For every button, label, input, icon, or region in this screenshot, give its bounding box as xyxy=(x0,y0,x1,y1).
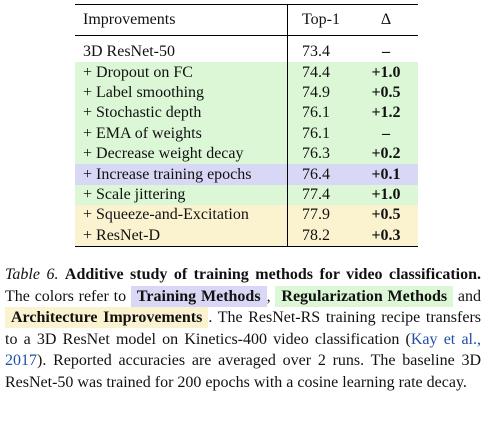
delta-cell: +1.0 xyxy=(371,63,401,81)
table-row: + Label smoothing 74.9 +0.5 xyxy=(75,82,418,104)
legend-regularization: Regularization Methods xyxy=(275,285,454,307)
table-row: + Squeeze-and-Excitation 77.9 +0.5 xyxy=(75,205,418,226)
delta-cell: – xyxy=(382,43,390,61)
method-cell: + Dropout on FC xyxy=(75,62,288,83)
delta-cell: – xyxy=(382,124,390,142)
delta-cell: +1.2 xyxy=(371,104,401,122)
caption-label: Table 6. xyxy=(5,266,59,283)
top1-cell: 74.4 xyxy=(302,63,330,81)
method-cell: + Stochastic depth xyxy=(75,103,288,124)
results-table: Improvements Top-1 Δ 3D ResNet-50 73.4– + … xyxy=(75,4,418,247)
top1-cell: 78.2 xyxy=(302,226,330,244)
top1-cell: 77.9 xyxy=(302,206,330,224)
caption-text: ). Reported accuracies are averaged over… xyxy=(5,352,481,391)
table-row: + EMA of weights 76.1 – xyxy=(75,123,418,144)
table-row: + Scale jittering 77.4 +1.0 xyxy=(75,184,418,206)
method-cell: + Label smoothing xyxy=(75,82,288,104)
top1-cell: 76.3 xyxy=(302,145,330,163)
header-cell: Top-1 xyxy=(302,11,340,28)
table-body: 3D ResNet-50 73.4 – + Dropout on FC 74.4 +1.0… xyxy=(75,35,418,247)
method-cell: + Squeeze-and-Excitation xyxy=(75,205,288,226)
delta-cell: +0.1 xyxy=(371,165,401,183)
caption-text: The ResNet-RS training recipe transfers … xyxy=(5,309,481,348)
table-row: 3D ResNet-50 73.4 – xyxy=(75,35,418,63)
delta-cell: +0.2 xyxy=(371,145,401,163)
caption-text: The colors refer to xyxy=(5,287,127,305)
header-cell: Δ xyxy=(380,11,392,28)
header-row: Improvements Top-1 Δ xyxy=(75,4,418,36)
table-row: + Dropout on FC 74.4 +1.0 xyxy=(75,62,418,83)
table-row: + ResNet-D 78.2 +0.3 xyxy=(75,225,418,247)
top1-cell: 76.1 xyxy=(302,104,330,122)
method-cell: + Increase training epochs xyxy=(75,164,288,185)
delta-cell: +1.0 xyxy=(371,185,401,203)
method-cell: + Scale jittering xyxy=(75,184,288,206)
legend-training: Training Methods xyxy=(130,285,267,307)
method-cell: 3D ResNet-50 xyxy=(75,35,288,63)
delta-cell: +0.5 xyxy=(371,206,401,224)
top1-cell: 74.9 xyxy=(302,83,330,101)
table-row: + Stochastic depth 76.1 +1.2 xyxy=(75,103,418,124)
delta-cell: +0.5 xyxy=(371,83,401,101)
method-cell: + EMA of weights xyxy=(75,123,288,144)
caption-title: Additive study of training methods for v… xyxy=(64,266,482,283)
caption-text: , xyxy=(266,287,271,305)
caption-text: and xyxy=(457,287,482,305)
delta-cell: +0.3 xyxy=(371,226,401,244)
table-row: + Increase training epochs 76.4 +0.1 xyxy=(75,164,418,185)
caption: Table 6. Additive study of training meth… xyxy=(5,264,481,393)
top1-cell: 73.4 xyxy=(302,43,330,61)
legend-architecture: Architecture Improvements xyxy=(5,307,209,328)
caption-text: . xyxy=(208,309,213,326)
top1-cell: 76.1 xyxy=(302,124,330,142)
table-row: + Decrease weight decay 76.3 +0.2 xyxy=(75,143,418,165)
top1-cell: 76.4 xyxy=(302,165,330,183)
top1-cell: 77.4 xyxy=(302,185,330,203)
citation-link[interactable]: Kay et al., 2017 xyxy=(5,330,481,370)
method-cell: + Decrease weight decay xyxy=(75,143,288,165)
header-cell: Improvements xyxy=(75,4,288,36)
method-cell: + ResNet-D xyxy=(75,225,288,247)
